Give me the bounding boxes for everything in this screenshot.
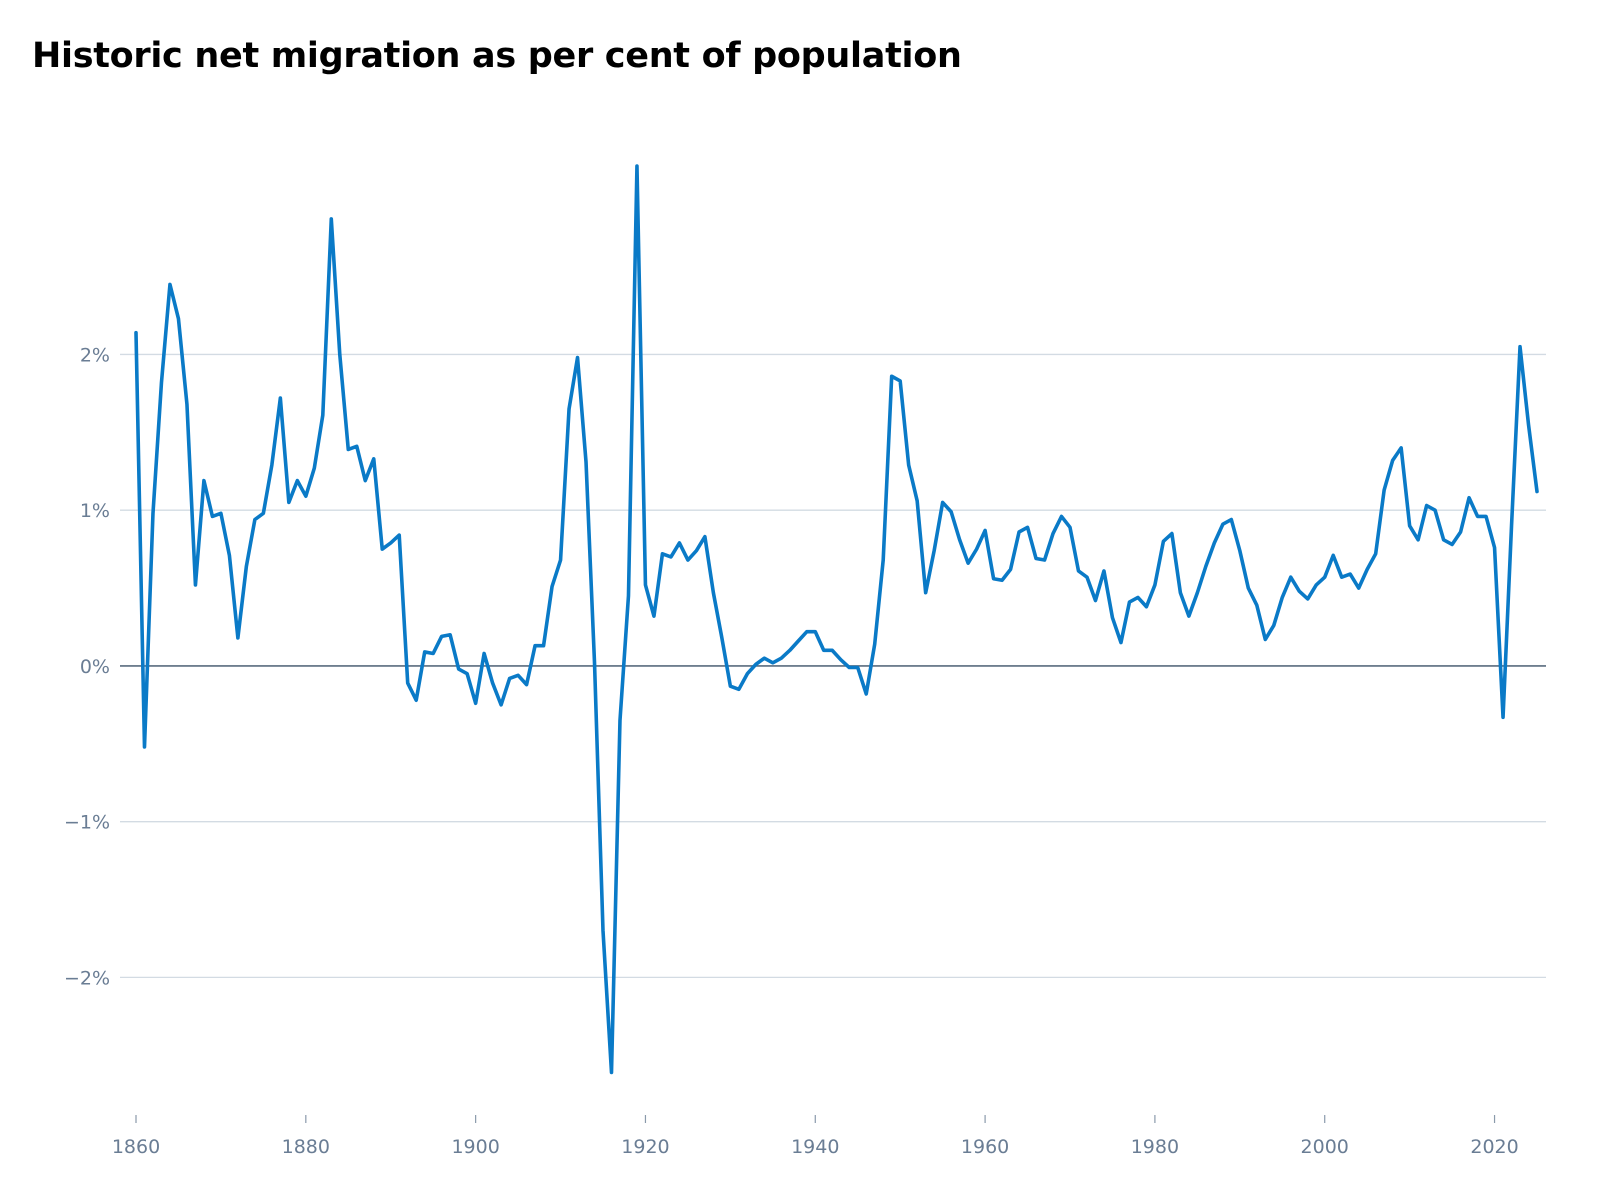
x-tick-label: 1900 xyxy=(451,1136,499,1158)
y-tick-label: 0% xyxy=(80,656,110,678)
x-tick-label: 1880 xyxy=(282,1136,330,1158)
y-axis-ticks: 2% 1% 0% −1% −2% xyxy=(64,344,110,989)
grid-lines xyxy=(120,353,1546,979)
y-tick-label: 2% xyxy=(80,344,110,366)
x-tick-label: 2000 xyxy=(1301,1136,1349,1158)
y-tick-label: 1% xyxy=(80,500,110,522)
x-tick-label: 1980 xyxy=(1131,1136,1179,1158)
chart-title: Historic net migration as per cent of po… xyxy=(32,36,962,76)
y-tick-label: −1% xyxy=(64,812,110,834)
x-tick-label: 1860 xyxy=(112,1136,160,1158)
series-line xyxy=(134,164,1539,1075)
series-layer xyxy=(134,164,1539,1075)
x-tick-label: 2020 xyxy=(1470,1136,1518,1158)
y-tick-label: −2% xyxy=(64,967,110,989)
x-tick-label: 1920 xyxy=(621,1136,669,1158)
x-tick-label: 1940 xyxy=(791,1136,839,1158)
x-tick-label: 1960 xyxy=(961,1136,1009,1158)
x-axis-ticks: 1860 1880 1900 1920 1940 1960 1980 2000 2020 xyxy=(112,1115,1519,1158)
